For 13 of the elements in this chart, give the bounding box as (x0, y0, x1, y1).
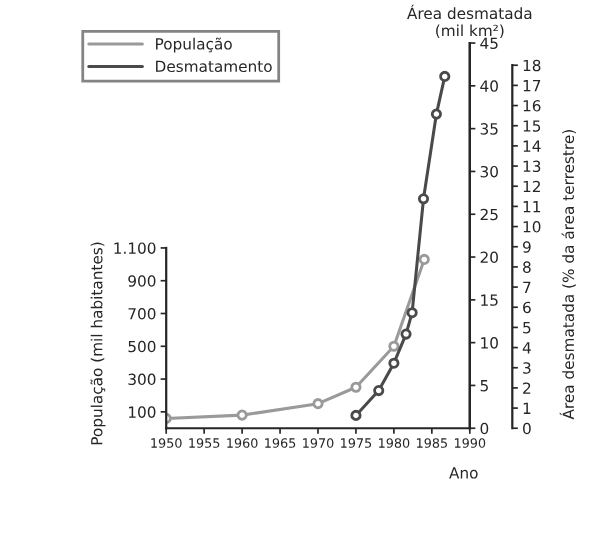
point (406, 307, 418, 319)
point (430, 108, 442, 120)
point (350, 409, 362, 421)
point (312, 398, 324, 410)
point (350, 381, 362, 393)
point (400, 328, 412, 340)
point (373, 385, 385, 397)
point (236, 409, 248, 421)
point (418, 253, 430, 265)
point (388, 340, 400, 352)
point (417, 193, 430, 205)
point (439, 70, 451, 82)
point (388, 357, 400, 369)
